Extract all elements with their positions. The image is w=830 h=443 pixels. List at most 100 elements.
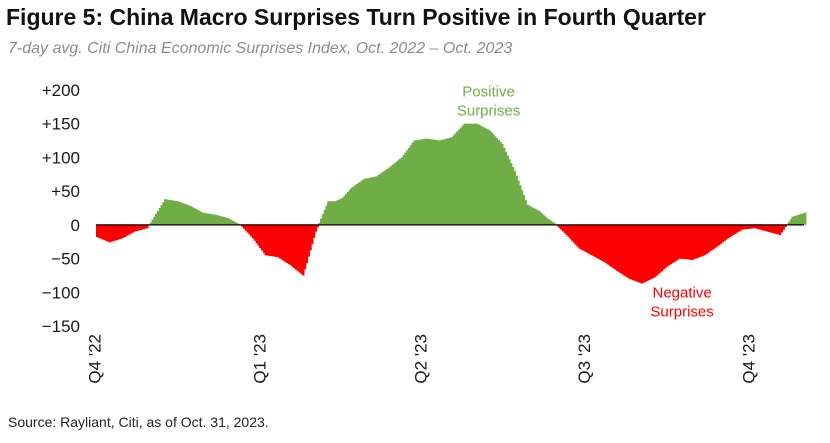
positive-surprise-bar [535,209,538,225]
positive-surprise-bar [327,201,330,225]
negative-surprise-bar [703,224,707,256]
negative-surprise-bar [778,224,782,235]
positive-surprise-bar [406,150,409,225]
negative-surprise-bar [692,224,696,260]
positive-surprise-bar [155,213,158,225]
positive-surprise-bar [493,136,497,225]
negative-surprise-bar [307,224,310,257]
positive-surprise-bar [527,205,531,225]
positive-surprise-bar [400,157,404,225]
positive-surprise-bar [228,219,232,225]
negative-surprise-bar [583,224,586,252]
negative-surprise-bar [285,224,289,264]
negative-surprise-bar [574,224,577,245]
positive-surprise-bar [216,215,219,225]
negative-surprise-bar [732,224,735,235]
positive-surprise-bar [160,205,163,225]
positive-surprise-bar [477,124,481,225]
negative-surprise-bar [707,224,710,253]
positive-surprise-bar [791,216,794,225]
negative-surprise-bar [606,224,610,265]
positive-surprise-bar [508,159,511,225]
positive-surprise-bar [373,176,377,225]
negative-surprise-bar [316,224,319,228]
y-tick-label: +100 [42,148,80,167]
negative-surprise-bar [691,224,694,260]
negative-surprise-bar [581,224,585,251]
positive-surprise-bar [379,173,382,225]
positive-surprise-bar [422,139,425,225]
negative-surprise-bar [694,224,698,259]
negative-surprise-bar [639,224,642,283]
positive-surprise-bar [416,139,420,225]
negative-surprise-bar [635,224,638,282]
positive-surprise-bar [182,203,185,225]
negative-surprise-bar [614,224,617,270]
positive-surprise-bar [221,216,224,225]
negative-surprise-bar [146,224,149,229]
negative-surprise-bar [710,224,714,251]
y-tick-label: 0 [71,216,80,235]
negative-surprise-bar [314,224,318,232]
positive-surprise-bar [533,208,536,225]
positive-surprise-bar [522,195,525,225]
positive-surprise-bar [225,217,228,225]
positive-surprise-bar [449,137,452,225]
positive-surprise-bar [407,147,411,225]
negative-surprise-bar [597,224,601,260]
negative-surprise-bar [743,224,746,230]
positive-surprise-bar [330,201,334,225]
x-tick-label: Q1 '23 [250,334,269,384]
positive-surprise-bar [384,170,387,225]
negative-surprise-bar [130,224,133,234]
positive-surprise-bar [425,138,429,225]
negative-surprise-bar [266,224,269,256]
positive-surprise-bar [429,139,432,225]
positive-surprise-bar [176,201,180,225]
negative-surprise-bar [696,224,699,258]
positive-surprise-bar [354,185,357,225]
negative-surprise-bar [719,224,723,244]
positive-surprise-bar [483,127,486,225]
negative-surprise-bar [624,224,628,277]
negative-surprise-bar [705,224,708,254]
negative-surprise-bar [269,224,273,257]
negative-surprise-bar [782,224,785,230]
positive-surprise-bar [214,214,217,225]
negative-surprise-bar [655,224,658,276]
negative-surprise-bar [282,224,285,261]
positive-surprise-bar [185,204,189,225]
negative-surprise-bar [271,224,275,257]
negative-surprise-bar [685,224,689,260]
negative-surprise-bar [605,224,608,264]
negative-surprise-bar [712,224,715,249]
negative-surprise-bar [662,224,665,270]
negative-surprise-bar [122,224,126,238]
negative-surprise-bar [734,224,737,234]
negative-surprise-bar [131,224,135,233]
negative-surprise-bar [755,224,758,229]
positive-surprise-bar [465,123,468,225]
positive-surprise-bar [427,138,430,225]
negative-surprise-bar [594,224,597,258]
negative-surprise-bar [603,224,606,262]
positive-surprise-bar [802,213,805,225]
negative-surprise-bar [750,224,753,229]
positive-surprise-bar [219,216,223,225]
positive-surprise-bar [495,138,499,225]
negative-surprise-bar [108,224,111,243]
negative-surprise-bar [121,224,124,239]
positive-surprise-bar [167,199,171,225]
negative-surprise-bar [680,224,683,259]
negative-surprise-bar [631,224,635,281]
negative-surprise-bar [617,224,620,272]
positive-surprise-bar [470,123,473,225]
negative-surprise-bar [619,224,622,274]
negative-surprise-bar [596,224,599,259]
positive-surprise-bar [447,138,450,225]
negative-surprise-bar [300,224,303,274]
negative-surprise-bar [260,224,264,251]
negative-surprise-bar [744,224,748,230]
negative-surprise-bar [759,224,762,230]
negative-surprise-bar [674,224,678,261]
